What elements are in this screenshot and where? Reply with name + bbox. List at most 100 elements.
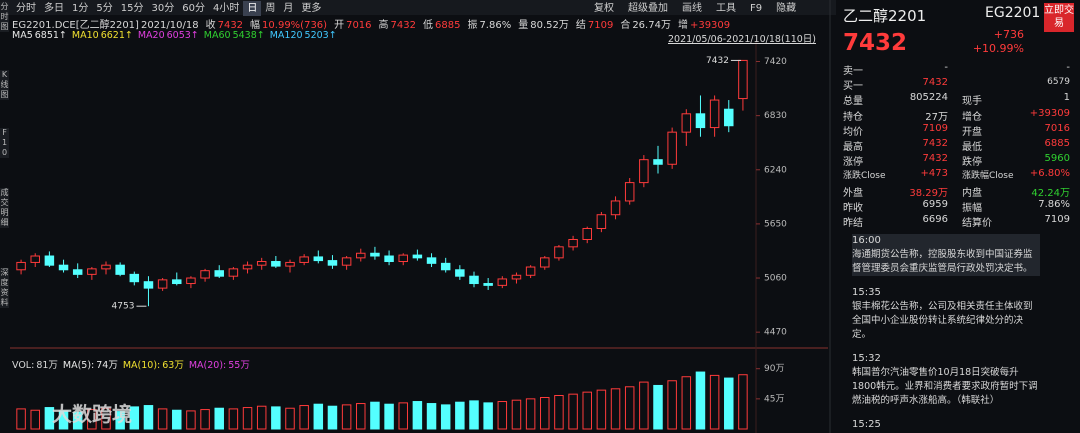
quote-value: 38.29万 (909, 187, 948, 199)
sidebar-tab[interactable]: F10 (0, 128, 9, 158)
sidebar-tab[interactable]: 深度资料 (0, 268, 9, 308)
sidebar-tab[interactable]: 分时图 (0, 2, 9, 32)
volume-bar (58, 410, 69, 430)
field-label: 高 (378, 20, 389, 31)
quote-label: 昨收 (843, 202, 863, 214)
tool-tab[interactable]: 画线 (682, 3, 702, 14)
field-label: VOL: (12, 360, 35, 371)
volume-bar (525, 398, 536, 430)
quote-label: 卖一 (843, 66, 863, 77)
field-label: 振 (467, 20, 478, 31)
candle-body (256, 261, 267, 266)
date-range: 2021/05/06-2021/10/18(110日) (668, 34, 816, 45)
field-label: MA(5): (62, 360, 95, 371)
candle-body (341, 257, 352, 266)
candle-body (412, 254, 423, 259)
candle-body (285, 261, 295, 267)
field-label: MA(20): (188, 360, 227, 371)
quote-label: 均价 (843, 126, 863, 138)
field-label: MA10 (71, 30, 99, 41)
field-value: +39309 (689, 20, 731, 31)
period-tab[interactable]: 60分 (182, 3, 205, 14)
volume-bar (568, 393, 578, 430)
candle-body (653, 159, 663, 165)
tool-tab[interactable]: 工具 (716, 3, 736, 14)
volume-bar (610, 388, 621, 430)
candle-body (101, 264, 111, 270)
news-item: 15:35 银丰棉花公告称，公司及相关责任主体收到全国中小企业股份转让系统纪律处分… (852, 286, 1040, 342)
volume-bar (186, 410, 196, 430)
field-label: EG2201.DCE[乙二醇2201] (12, 20, 139, 31)
quote-value: 7109 (922, 122, 948, 134)
news-time: 15:35 (852, 287, 881, 298)
period-tab[interactable]: 5分 (96, 3, 113, 14)
quote-row: 卖一 - - (843, 62, 1075, 77)
quote-row: 涨跌Close +473 涨跌幅Close +6.80% (843, 168, 1075, 183)
candle-body (667, 131, 677, 165)
contract-name: 乙二醇2201 (843, 7, 927, 25)
candle-body (370, 252, 380, 257)
period-tab[interactable]: 30分 (151, 3, 175, 14)
candle-body (72, 269, 83, 275)
field-label: 量 (518, 20, 529, 31)
sidebar-tab[interactable]: 成交明细 (0, 188, 9, 228)
period-tab[interactable]: 1分 (72, 3, 89, 14)
period-tab[interactable]: 日 (243, 1, 262, 16)
volume-bar (72, 411, 83, 430)
candle-body (313, 256, 324, 262)
field-value: 5203↑ (304, 30, 337, 41)
sidebar-tab[interactable]: K线图 (0, 70, 9, 100)
watermark: 大数跨境 (52, 402, 132, 426)
tool-tab[interactable]: 复权 (594, 3, 614, 14)
v-tick-label: 45万 (764, 394, 784, 404)
candle-body (738, 59, 748, 100)
field-value: 7109 (587, 20, 614, 31)
period-tab[interactable]: 15分 (120, 3, 144, 14)
volume-bar (540, 397, 550, 430)
quote-label: 结算价 (962, 218, 992, 229)
quote-row: 昨结 6696 结算价 7109 (843, 214, 1075, 229)
field-label: 低 (422, 20, 433, 31)
trade-button[interactable]: 立即交易 (1044, 3, 1074, 32)
tool-tab[interactable]: 隐藏 (776, 3, 797, 14)
candle-body (242, 264, 253, 270)
quote-label: 开盘 (962, 126, 982, 138)
period-tab[interactable]: 分时 (16, 3, 36, 14)
period-tab[interactable]: 月 (283, 3, 294, 14)
candle-body (384, 255, 394, 263)
quote-label: 涨停 (843, 157, 863, 169)
candle-body (299, 256, 309, 263)
news-text: 银丰棉花公告称，公司及相关责任主体收到全国中小企业股份转让系统纪律处分的决定。 (852, 301, 1033, 340)
field-value: 63万 (162, 360, 184, 371)
volume-bar (384, 403, 394, 430)
period-tab[interactable]: 4小时 (212, 3, 240, 14)
field-label: MA20 (137, 30, 165, 41)
y-tick-label: 5650 (764, 219, 787, 229)
tool-tab[interactable]: F9 (750, 3, 763, 14)
period-tab[interactable]: 更多 (301, 3, 322, 14)
candle-body (426, 257, 437, 264)
candle-body (483, 283, 493, 286)
candle-body (356, 252, 366, 259)
candle-body (129, 273, 140, 283)
volume-bar (44, 407, 55, 430)
candle-body (596, 214, 607, 229)
quote-row: 涨停 7432 跌停 5960 (843, 153, 1075, 168)
quote-value: 6959 (922, 198, 948, 210)
field-label: MA5 (12, 30, 33, 41)
volume-bar (426, 403, 437, 430)
tool-tab[interactable]: 超级叠加 (628, 3, 668, 14)
period-tab[interactable]: 周 (265, 3, 276, 14)
quote-value: - (944, 62, 948, 73)
quote-value: 7.86% (1038, 198, 1070, 210)
volume-bar (497, 401, 508, 430)
candle-body (30, 255, 40, 263)
quote-label: 涨跌Close (843, 171, 886, 182)
volume-bar (667, 380, 677, 430)
volume-bar (341, 404, 352, 430)
contract-code: EG2201 (985, 5, 1041, 21)
field-value: 74万 (96, 360, 118, 371)
period-tab[interactable]: 多日 (44, 3, 64, 14)
candle-body (58, 264, 69, 271)
